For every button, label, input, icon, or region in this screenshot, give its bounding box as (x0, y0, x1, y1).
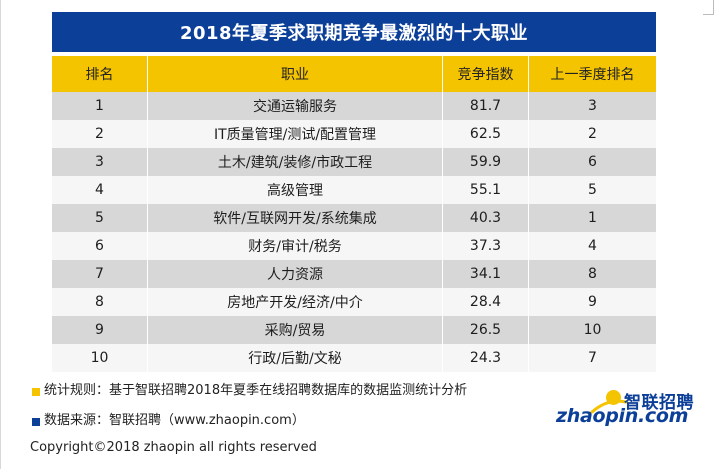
table-row: 9 采购/贸易 26.5 10 (52, 316, 656, 344)
data-source-text: 数据来源：智联招聘（www.zhaopin.com） (44, 413, 305, 428)
header-occupation: 职业 (147, 56, 442, 92)
index-cell: 37.3 (442, 232, 528, 260)
logo-english-text: zhaopin.com (556, 405, 689, 427)
copyright-text: Copyright©2018 zhaopin all rights reserv… (30, 440, 317, 455)
previous-rank-cell: 2 (528, 120, 656, 148)
table-title: 2018年夏季求职期竞争最激烈的十大职业 (52, 12, 656, 52)
yellow-square-icon (32, 387, 40, 396)
occupation-cell: 人力资源 (147, 260, 442, 288)
previous-rank-cell: 10 (528, 316, 656, 344)
data-source-note: 数据来源：智联招聘（www.zhaopin.com） (32, 409, 305, 428)
header-previous-rank: 上一季度排名 (528, 56, 656, 92)
index-cell: 81.7 (442, 92, 528, 120)
rank-cell: 4 (95, 182, 104, 198)
table-row: 5 软件/互联网开发/系统集成 40.3 1 (52, 204, 656, 232)
rank-cell: 6 (95, 238, 104, 254)
ranking-table: 排名 职业 竞争指数 上一季度排名 1 交通运输服务 81.7 3 2 IT质量… (52, 56, 656, 372)
occupation-cell: 财务/审计/税务 (147, 232, 442, 260)
table-row: 3 土木/建筑/装修/市政工程 59.9 6 (52, 148, 656, 176)
previous-rank-cell: 3 (528, 92, 656, 120)
occupation-cell: 房地产开发/经济/中介 (147, 288, 442, 316)
previous-rank-cell: 8 (528, 260, 656, 288)
stats-rule-note: 统计规则：基于智联招聘2018年夏季在线招聘数据库的数据监测统计分析 (32, 379, 467, 398)
occupation-cell: 土木/建筑/装修/市政工程 (147, 148, 442, 176)
index-cell: 62.5 (442, 120, 528, 148)
zhaopin-logo: 智联招聘 zhaopin.com (556, 388, 706, 434)
previous-rank-cell: 4 (528, 232, 656, 260)
table-row: 6 财务/审计/税务 37.3 4 (52, 232, 656, 260)
header-rank: 排名 (85, 67, 114, 83)
occupation-cell: 采购/贸易 (147, 316, 442, 344)
index-cell: 40.3 (442, 204, 528, 232)
table-row: 10 行政/后勤/文秘 24.3 7 (52, 344, 656, 372)
previous-rank-cell: 9 (528, 288, 656, 316)
occupation-cell: 行政/后勤/文秘 (147, 344, 442, 372)
table-row: 8 房地产开发/经济/中介 28.4 9 (52, 288, 656, 316)
occupation-cell: 交通运输服务 (147, 92, 442, 120)
blue-square-icon (32, 417, 40, 426)
rank-cell: 10 (90, 350, 109, 366)
table-row: 4 高级管理 55.1 5 (52, 176, 656, 204)
stats-rule-text: 统计规则：基于智联招聘2018年夏季在线招聘数据库的数据监测统计分析 (44, 383, 468, 398)
rank-cell: 2 (95, 126, 104, 142)
previous-rank-cell: 1 (528, 204, 656, 232)
header-competition-index: 竞争指数 (442, 56, 528, 92)
previous-rank-cell: 7 (528, 344, 656, 372)
index-cell: 34.1 (442, 260, 528, 288)
logo-chinese-text: 智联招聘 (624, 393, 694, 413)
rank-cell: 3 (95, 154, 104, 170)
page-edge-line (0, 0, 1, 469)
rank-cell: 7 (95, 266, 104, 282)
previous-rank-cell: 5 (528, 176, 656, 204)
occupation-cell: 高级管理 (147, 176, 442, 204)
page-corner-mark (703, 0, 714, 15)
previous-rank-cell: 6 (528, 148, 656, 176)
rank-cell: 8 (95, 294, 104, 310)
occupation-cell: 软件/互联网开发/系统集成 (147, 204, 442, 232)
index-cell: 28.4 (442, 288, 528, 316)
table-row: 1 交通运输服务 81.7 3 (52, 92, 656, 120)
logo-dot-icon (606, 390, 621, 405)
rank-cell: 5 (95, 210, 104, 226)
rank-cell: 1 (95, 98, 104, 114)
table-header-row: 排名 职业 竞争指数 上一季度排名 (52, 56, 656, 92)
index-cell: 24.3 (442, 344, 528, 372)
table-row: 7 人力资源 34.1 8 (52, 260, 656, 288)
occupation-cell: IT质量管理/测试/配置管理 (147, 120, 442, 148)
index-cell: 59.9 (442, 148, 528, 176)
rank-cell: 9 (95, 322, 104, 338)
index-cell: 55.1 (442, 176, 528, 204)
table-row: 2 IT质量管理/测试/配置管理 62.5 2 (52, 120, 656, 148)
index-cell: 26.5 (442, 316, 528, 344)
